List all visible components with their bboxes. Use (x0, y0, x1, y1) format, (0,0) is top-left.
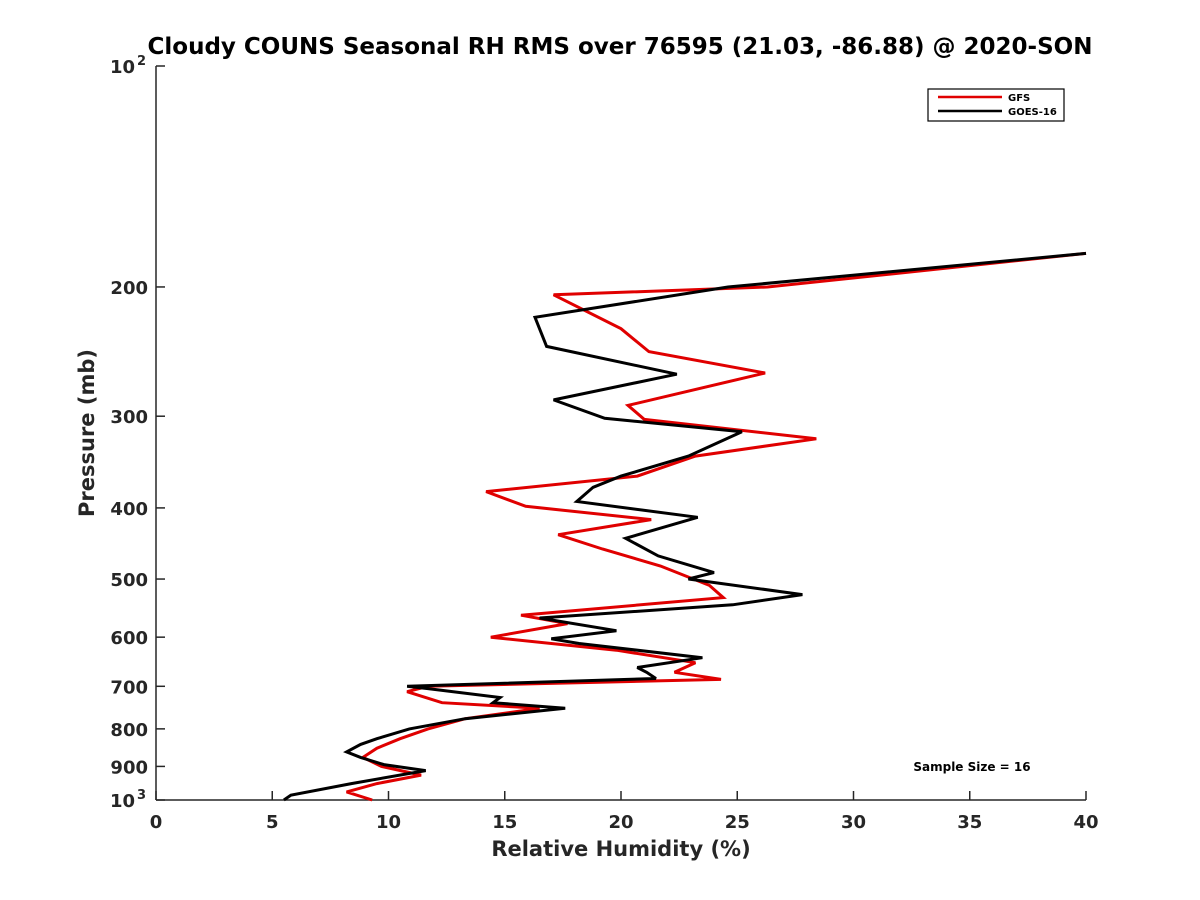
plot-area: 0 5 10 15 20 25 30 35 40 10 220030040050060070080… (110, 54, 1099, 833)
series-lines (283, 251, 1087, 802)
x-tick-label: 10 (376, 812, 401, 833)
y-tick-label: 10 (110, 791, 135, 812)
y-tick-label: 10 (110, 57, 135, 78)
legend-label-goes16: GOES-16 (1008, 107, 1057, 118)
x-tick-label: 15 (492, 812, 517, 833)
y-tick-exponent: 2 (137, 54, 146, 69)
y-tick-label: 300 (110, 407, 148, 428)
y-tick-exponent: 3 (137, 788, 146, 803)
x-tick-label: 35 (957, 812, 982, 833)
sample-size-annotation: Sample Size = 16 (913, 760, 1030, 774)
x-ticks: 0 5 10 15 20 25 30 35 40 (150, 791, 1099, 833)
y-axis-label: Pressure (mb) (75, 349, 99, 517)
y-tick-label: 500 (110, 570, 148, 591)
y-tick-label: 600 (110, 628, 148, 649)
y-tick-label: 400 (110, 499, 148, 520)
series-line-goes16 (283, 251, 1087, 802)
legend-label-gfs: GFS (1008, 93, 1030, 104)
x-axis-label: Relative Humidity (%) (491, 837, 750, 861)
y-tick-label: 800 (110, 720, 148, 741)
x-tick-label: 5 (266, 812, 279, 833)
y-tick-label: 700 (110, 677, 148, 698)
chart-title: Cloudy COUNS Seasonal RH RMS over 76595 … (148, 34, 1093, 60)
x-tick-label: 0 (150, 812, 163, 833)
x-tick-label: 20 (608, 812, 633, 833)
x-tick-label: 30 (841, 812, 866, 833)
y-tick-label: 900 (110, 757, 148, 778)
y-tick-label: 200 (110, 278, 148, 299)
legend-box (927, 88, 1065, 122)
x-tick-label: 25 (725, 812, 750, 833)
x-tick-label: 40 (1073, 812, 1098, 833)
legend: GFS GOES-16 (927, 88, 1065, 122)
series-line-gfs (346, 251, 1087, 802)
